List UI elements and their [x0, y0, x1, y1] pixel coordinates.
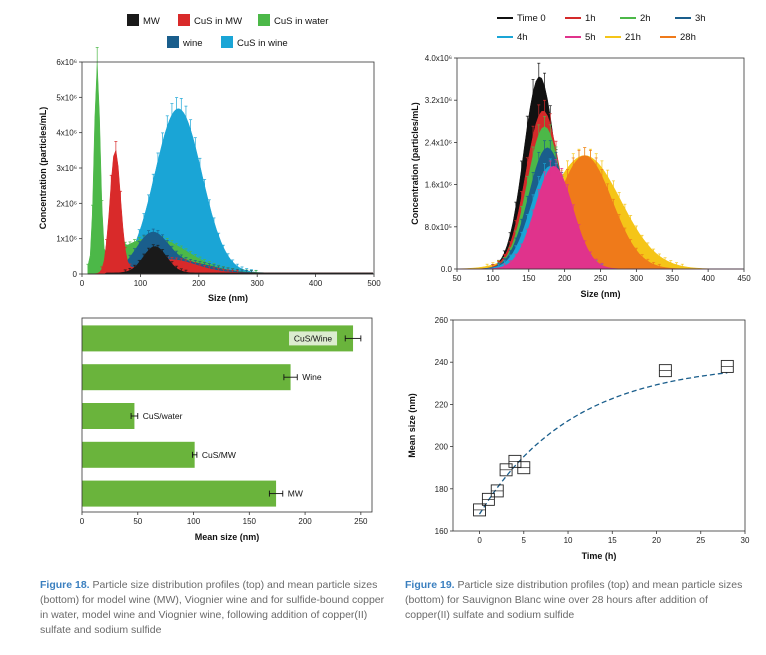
fig18-top-ytick-label-3: 3x10⁶	[56, 164, 77, 173]
fig19-top-legend-label-6: 21h	[625, 32, 641, 43]
caption-figure-18-text: Particle size distribution profiles (top…	[40, 579, 385, 636]
caption-figure-19: Figure 19. Particle size distribution pr…	[405, 578, 745, 623]
fig18-top-legend-label-3: wine	[182, 38, 203, 49]
fig19-top-ytick-label-4: 3.2x10⁶	[425, 96, 452, 105]
fig19-top-ytick-label-3: 2.4x10⁶	[425, 138, 452, 147]
caption-figure-18: Figure 18. Particle size distribution pr…	[40, 578, 385, 638]
fig18-top-legend-label-1: CuS in MW	[194, 16, 242, 27]
fig18-top-ytick-label-4: 4x10⁶	[56, 129, 77, 138]
fig18-top-legend-swatch-3	[167, 36, 179, 48]
fig18-top-x-axis-label: Size (nm)	[208, 293, 248, 303]
fig19-top-ytick-label-1: 8.0x10⁵	[425, 223, 452, 232]
caption-figure-19-text: Particle size distribution profiles (top…	[405, 579, 743, 621]
caption-figure-19-label: Figure 19.	[405, 579, 455, 591]
fig19-bottom-ytick-label-4: 240	[435, 358, 449, 367]
fig18-bottom-bar-3	[82, 441, 195, 468]
fig19-top-xtick-label-8: 450	[737, 274, 751, 283]
fig18-bottom-xtick-label-1: 50	[133, 517, 142, 526]
fig19-bottom-xtick-label-6: 30	[741, 536, 750, 545]
fig19-top-ytick-label-5: 4.0x10⁶	[425, 54, 452, 63]
fig18-top-xtick-label-4: 400	[309, 279, 323, 288]
fig19-bottom-xtick-label-0: 0	[477, 536, 482, 545]
fig19-top-x-axis-label: Size (nm)	[580, 289, 620, 299]
fig19-top-errorbars-series-7	[502, 159, 604, 268]
fig18-top-legend-swatch-4	[221, 36, 233, 48]
fig18-top-ytick-label-5: 5x10⁶	[56, 93, 77, 102]
fig18-top-y-axis-label: Concentration (particles/mL)	[38, 107, 48, 230]
fig18-top-xtick-label-0: 0	[80, 279, 85, 288]
fig18-top-ytick-label-0: 0	[73, 270, 78, 279]
fig19-bottom-ytick-label-1: 180	[435, 485, 449, 494]
fig18-bottom-bar-1	[82, 364, 291, 391]
fig18-top-legend-swatch-1	[178, 14, 190, 26]
fig18-bottom-xtick-label-4: 200	[298, 517, 312, 526]
fig19-top-xtick-label-2: 150	[522, 274, 536, 283]
fig18-top-legend-label-4: CuS in wine	[237, 38, 288, 49]
fig18-bottom-bar-label-4: MW	[288, 489, 303, 499]
fig18-bottom-xtick-label-2: 100	[187, 517, 201, 526]
fig18-bottom-bar-label-0: CuS/Wine	[294, 333, 333, 343]
fig18-bottom-bar-label-1: Wine	[302, 372, 322, 382]
fig19-top-legend-label-3: 3h	[695, 13, 706, 24]
fig18-top-xtick-label-5: 500	[367, 279, 381, 288]
fig19-top-ytick-label-2: 1.6x10⁶	[425, 181, 452, 190]
fig18-top-area-series-4	[87, 246, 374, 275]
fig19-top-xtick-label-3: 200	[558, 274, 572, 283]
fig19-bottom-xtick-label-5: 25	[696, 536, 705, 545]
fig19-bottom-fit-line	[478, 372, 728, 515]
fig19-top-xtick-label-4: 250	[594, 274, 608, 283]
fig19-top-xtick-label-7: 400	[701, 274, 715, 283]
fig19-top-xtick-label-1: 100	[486, 274, 500, 283]
fig18-bottom-bar-4	[82, 480, 277, 507]
fig19-bottom-xtick-label-1: 5	[522, 536, 527, 545]
fig19-top-y-axis-label: Concentration (particles/mL)	[410, 102, 420, 225]
fig18-top-legend-swatch-0	[127, 14, 139, 26]
fig18-top-ytick-label-6: 6x10⁶	[56, 58, 77, 67]
fig19-bottom-plot-frame	[452, 319, 746, 532]
fig19-bottom-xtick-label-2: 10	[564, 536, 573, 545]
chart-fig18-size-distribution: 0 100 200 300 400 500 0 1x10⁶ 2x10⁶ 3x10⁶ 4x10⁶ 5x1…	[38, 14, 381, 303]
fig19-top-legend-label-2: 2h	[640, 13, 651, 24]
fig18-bottom-xtick-label-3: 150	[243, 517, 257, 526]
fig19-bottom-y-axis-label: Mean size (nm)	[407, 393, 417, 458]
chart-fig19-size-distribution: 50 100 150 200 250 300 350 400 450 0.0 8.0x10⁵ 1.6x…	[410, 13, 751, 299]
fig18-top-xtick-label-2: 200	[192, 279, 206, 288]
fig18-top-ytick-label-2: 2x10⁶	[56, 199, 77, 208]
fig19-bottom-xtick-label-3: 15	[608, 536, 617, 545]
fig18-top-ytick-label-1: 1x10⁶	[56, 235, 77, 244]
fig18-top-legend-label-2: CuS in water	[274, 16, 328, 27]
fig18-bottom-bar-label-box-0	[289, 331, 338, 346]
fig19-bottom-ytick-label-5: 260	[435, 316, 449, 325]
fig19-bottom-ytick-label-0: 160	[435, 527, 449, 536]
fig19-top-legend-label-0: Time 0	[517, 13, 546, 24]
fig18-bottom-bar-2	[82, 403, 135, 429]
fig19-bottom-xtick-label-4: 20	[652, 536, 661, 545]
fig18-bottom-plot-frame	[81, 317, 373, 513]
fig19-top-legend-label-5: 5h	[585, 32, 596, 43]
fig18-top-xtick-label-1: 100	[134, 279, 148, 288]
fig18-bottom-bar-label-2: CuS/water	[143, 411, 183, 421]
fig18-top-legend-label-0: MW	[143, 16, 160, 27]
fig19-bottom-ytick-label-3: 220	[435, 400, 449, 409]
fig18-top-errorbars-series-4	[123, 244, 188, 275]
fig19-top-ytick-label-0: 0.0	[441, 265, 453, 274]
fig19-top-xtick-label-0: 50	[453, 274, 462, 283]
fig18-top-xtick-label-3: 300	[251, 279, 265, 288]
fig19-top-xtick-label-5: 300	[630, 274, 644, 283]
fig19-top-legend-label-7: 28h	[680, 32, 696, 43]
fig18-bottom-xtick-label-5: 250	[354, 517, 368, 526]
fig18-bottom-bar-label-3: CuS/MW	[202, 450, 236, 460]
fig18-top-legend-swatch-2	[258, 14, 270, 26]
chart-fig19-mean-size-vs-time: 0 5 10 15 20 25 30 160 180 200 220 240 260 Time (h) Me…	[407, 316, 750, 561]
chart-fig18-mean-size-bars: CuS/Wine Wine CuS/water CuS/MW MW 0 50 100 150 20…	[80, 317, 373, 542]
fig18-bottom-x-axis-label: Mean size (nm)	[195, 532, 260, 542]
caption-figure-18-label: Figure 18.	[40, 579, 90, 591]
fig19-top-legend-label-4: 4h	[517, 32, 528, 43]
fig18-bottom-xtick-label-0: 0	[80, 517, 85, 526]
fig19-top-legend-label-1: 1h	[585, 13, 596, 24]
fig19-bottom-ytick-label-2: 200	[435, 443, 449, 452]
fig19-top-xtick-label-6: 350	[666, 274, 680, 283]
fig19-bottom-x-axis-label: Time (h)	[582, 551, 617, 561]
